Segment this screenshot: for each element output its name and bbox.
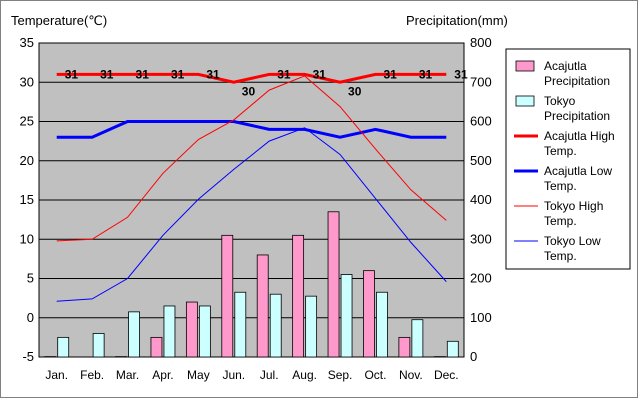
- legend-label: Acajutla Low: [544, 164, 612, 178]
- data-label: 31: [136, 67, 150, 81]
- bar-acajutla-precipitation: [328, 212, 339, 357]
- data-label: 31: [383, 67, 397, 81]
- data-label: 31: [100, 67, 114, 81]
- chart: Temperature(℃) Precipitation(mm) -5 0 5 10 1…: [1, 1, 637, 397]
- bar-acajutla-precipitation: [293, 235, 304, 357]
- bar-tokyo-precipitation: [270, 294, 281, 357]
- x-tick-label: Dec.: [434, 368, 459, 382]
- legend-label: Temp.: [544, 249, 577, 263]
- x-tick-label: Jul.: [260, 368, 279, 382]
- bar-tokyo-precipitation: [447, 341, 458, 357]
- x-tick-label: Oct.: [364, 368, 386, 382]
- legend: AcajutlaPrecipitationTokyoPrecipitationA…: [506, 49, 630, 269]
- bar-acajutla-precipitation: [257, 255, 268, 357]
- bar-tokyo-precipitation: [341, 275, 352, 357]
- left-tick-label: 10: [20, 231, 34, 246]
- legend-label: Tokyo High: [544, 199, 603, 213]
- data-label: 31: [171, 67, 185, 81]
- left-tick-label: 35: [20, 35, 34, 50]
- bar-acajutla-precipitation: [186, 302, 197, 357]
- bar-tokyo-precipitation: [93, 333, 104, 357]
- data-label: 31: [277, 67, 291, 81]
- x-tick-label: May: [187, 368, 210, 382]
- bar-tokyo-precipitation: [129, 312, 140, 357]
- left-tick-label: 5: [27, 271, 34, 286]
- right-tick-label: 500: [470, 153, 492, 168]
- data-label: 31: [419, 67, 433, 81]
- x-tick-label: Aug.: [292, 368, 317, 382]
- data-label: 31: [313, 67, 327, 81]
- x-tick-label: Jun.: [222, 368, 245, 382]
- right-axis-title: Precipitation(mm): [406, 13, 508, 28]
- data-label: 30: [242, 84, 256, 98]
- plot-area: -5 0 5 10 15 20 25 30 35 0 100 200 300 400 500 600 700 80…: [20, 35, 492, 382]
- bar-tokyo-precipitation: [58, 337, 69, 357]
- left-axis-title: Temperature(℃): [11, 13, 107, 28]
- x-tick-label: Apr.: [152, 368, 173, 382]
- right-tick-label: 300: [470, 231, 492, 246]
- x-tick-label: Feb.: [80, 368, 104, 382]
- legend-label: Tokyo: [544, 94, 576, 108]
- legend-label: Acajutla High: [544, 129, 615, 143]
- bar-acajutla-precipitation: [151, 337, 162, 357]
- left-tick-label: 0: [27, 310, 34, 325]
- x-tick-label: Nov.: [399, 368, 423, 382]
- left-tick-label: 25: [20, 114, 34, 129]
- bar-tokyo-precipitation: [164, 306, 175, 357]
- right-tick-label: 700: [470, 74, 492, 89]
- legend-label: Tokyo Low: [544, 234, 601, 248]
- x-tick-label: Mar.: [116, 368, 139, 382]
- right-tick-label: 400: [470, 192, 492, 207]
- right-tick-label: 600: [470, 114, 492, 129]
- left-tick-label: -5: [22, 349, 34, 364]
- right-tick-label: 100: [470, 310, 492, 325]
- data-label: 30: [348, 84, 362, 98]
- bar-acajutla-precipitation: [399, 337, 410, 357]
- legend-swatch: [516, 96, 534, 106]
- data-label: 31: [206, 67, 220, 81]
- left-tick-label: 30: [20, 74, 34, 89]
- bar-tokyo-precipitation: [199, 306, 210, 357]
- legend-label: Acajutla: [544, 59, 587, 73]
- x-tick-label: Jan.: [45, 368, 68, 382]
- x-tick-label: Sep.: [328, 368, 353, 382]
- data-label: 31: [65, 67, 79, 81]
- left-tick-label: 15: [20, 192, 34, 207]
- legend-label: Temp.: [544, 214, 577, 228]
- bar-tokyo-precipitation: [412, 320, 423, 357]
- right-tick-label: 0: [470, 349, 477, 364]
- left-tick-label: 20: [20, 153, 34, 168]
- legend-swatch: [516, 61, 534, 71]
- legend-label: Temp.: [544, 144, 577, 158]
- bar-acajutla-precipitation: [363, 271, 374, 357]
- bar-tokyo-precipitation: [306, 296, 317, 357]
- right-tick-label: 200: [470, 271, 492, 286]
- legend-label: Precipitation: [544, 74, 610, 88]
- right-tick-label: 800: [470, 35, 492, 50]
- data-label: 31: [454, 67, 468, 81]
- bar-tokyo-precipitation: [235, 292, 246, 357]
- bar-acajutla-precipitation: [222, 235, 233, 357]
- legend-label: Temp.: [544, 179, 577, 193]
- bar-tokyo-precipitation: [376, 292, 387, 357]
- legend-label: Precipitation: [544, 109, 610, 123]
